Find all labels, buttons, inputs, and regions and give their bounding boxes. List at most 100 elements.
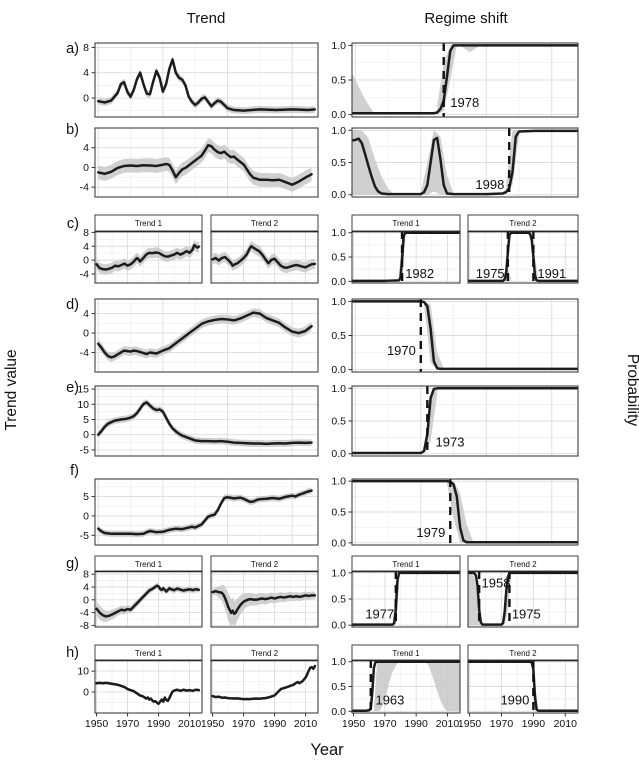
year-annotation: 1979 xyxy=(416,525,445,540)
probability-line xyxy=(352,571,460,626)
year-annotation: 1963 xyxy=(375,692,404,707)
facet-strip-label: Trend 1 xyxy=(392,219,420,228)
x-tick-label: 2010 xyxy=(554,718,578,730)
y-tick-label: -4 xyxy=(80,182,89,194)
x-axis-label: Year xyxy=(310,741,344,759)
trend-line xyxy=(96,311,313,359)
y-tick-label: 0 xyxy=(83,93,89,105)
facet-strip xyxy=(467,644,579,661)
row-label-c: c) xyxy=(67,216,79,232)
year-annotation: 1991 xyxy=(537,266,566,281)
year-annotation: 1998 xyxy=(475,177,504,192)
y-tick-label: 4 xyxy=(83,67,89,79)
y-axis-label-left: Trend value xyxy=(3,349,20,430)
x-tick-label: 1950 xyxy=(342,718,366,730)
uncertainty-band xyxy=(460,45,480,53)
x-tick-label: 1990 xyxy=(522,718,546,730)
trend-line xyxy=(96,489,313,536)
y-tick-label: -4 xyxy=(80,347,89,359)
panel-a-prob: 1978 1.0 0.5 0.0 xyxy=(331,40,579,121)
y-tick-label: 10 xyxy=(77,399,89,411)
y-tick-label: -4 xyxy=(80,607,89,619)
x-tick-label: 1990 xyxy=(263,718,287,730)
facet-strip xyxy=(467,214,579,232)
probability-line xyxy=(352,660,460,713)
y-tick-label: 1.0 xyxy=(331,125,346,137)
trend-line xyxy=(96,144,313,186)
year-annotation: 1982 xyxy=(405,266,434,281)
y-tick-label: 1.0 xyxy=(331,296,346,308)
clipped-content xyxy=(96,399,313,448)
y-tick-label: 0.0 xyxy=(331,364,346,376)
row-label-f: f) xyxy=(70,463,79,479)
year-annotation: 1958 xyxy=(482,575,511,590)
panel-d-prob: 1970 1.0 0.5 0.0 xyxy=(331,296,579,376)
facet-strip-label: Trend 2 xyxy=(251,560,279,569)
y-tick-label: 8 xyxy=(83,569,89,581)
probability-line xyxy=(352,231,460,283)
clipped-content xyxy=(352,571,460,627)
facet-strip-label: Trend 1 xyxy=(135,560,163,569)
y-tick-label: 1.0 xyxy=(331,40,346,52)
column-title-regime-shift: Regime shift xyxy=(424,10,508,27)
y-tick-label: -5 xyxy=(80,444,89,456)
clipped-content xyxy=(95,681,201,706)
y-tick-label: 8 xyxy=(83,42,89,54)
row-label-g: g) xyxy=(66,556,79,572)
y-tick-label: 1.0 xyxy=(331,656,346,668)
probability-line xyxy=(352,479,578,544)
y-tick-label: 0 xyxy=(83,687,89,699)
x-tick-label: 2010 xyxy=(436,718,460,730)
y-tick-label: 0.0 xyxy=(331,276,346,288)
panel-h-trend-1: Trend 1 0 10 1950 1970 1990 2010 xyxy=(77,644,203,730)
facet-strip xyxy=(351,644,461,661)
y-tick-label: -8 xyxy=(80,620,89,632)
probability-line xyxy=(352,44,578,115)
year-annotation: 1990 xyxy=(500,692,529,707)
x-tick-label: 1990 xyxy=(147,718,171,730)
clipped-content xyxy=(211,241,317,273)
y-tick-label: 0.0 xyxy=(331,109,346,121)
y-tick-label: 0 xyxy=(83,594,89,606)
facet-strip-label: Trend 2 xyxy=(509,219,537,228)
trend-line xyxy=(95,243,201,271)
confidence-band xyxy=(98,308,312,362)
y-axis-label-right: Probability xyxy=(624,354,639,427)
facet-strip-label: Trend 1 xyxy=(392,649,420,658)
clipped-content xyxy=(468,231,578,283)
y-tick-label: 0.5 xyxy=(331,681,346,693)
panel-a-trend: 0 4 8 xyxy=(83,42,319,118)
y-tick-label: -5 xyxy=(80,530,89,542)
y-tick-label: 4 xyxy=(83,308,89,320)
panel-border xyxy=(94,42,319,118)
panel-border xyxy=(351,385,579,457)
y-tick-label: 0 xyxy=(83,162,89,174)
trend-line xyxy=(211,589,317,616)
year-annotation: 1970 xyxy=(387,343,416,358)
panel-border xyxy=(351,298,579,373)
panel-e-trend: -5 0 5 10 15 xyxy=(77,384,319,457)
panel-f-trend: -5 0 5 xyxy=(80,478,319,546)
y-tick-label: 0.5 xyxy=(331,75,346,87)
facet-strip xyxy=(94,555,203,572)
panel-h-prob-2: 1990 Trend 2 1950 1970 1990 2010 xyxy=(458,644,579,730)
uncertainty-band xyxy=(446,481,474,543)
uncertainty-band xyxy=(352,73,375,115)
facet-strip xyxy=(351,214,461,232)
y-tick-label: 0.0 xyxy=(331,706,346,718)
y-tick-label: 0.5 xyxy=(331,252,346,264)
panel-border xyxy=(351,127,579,198)
y-tick-label: 0.0 xyxy=(331,620,346,632)
probability-line xyxy=(468,231,578,283)
panel-c-trend-1: Trend 1 -40 4 8 xyxy=(80,214,203,284)
x-tick-label: 1970 xyxy=(490,718,514,730)
clipped-content xyxy=(95,582,201,623)
facet-strip-label: Trend 2 xyxy=(251,219,279,228)
panel-border xyxy=(94,298,319,373)
panel-g-prob-2: 1958 1975 Trend 2 xyxy=(467,555,579,628)
y-tick-label: 0.5 xyxy=(331,594,346,606)
